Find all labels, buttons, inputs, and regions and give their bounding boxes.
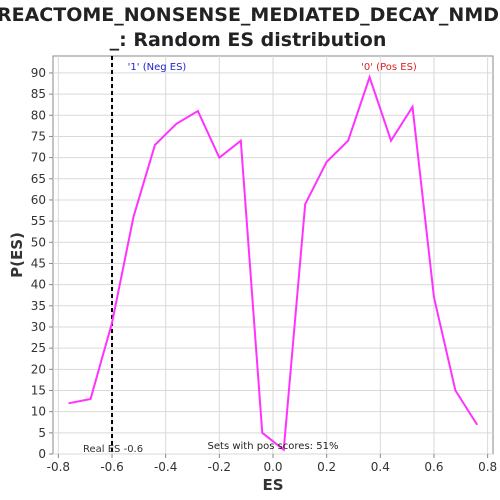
- y-tick-label: 80: [31, 108, 46, 122]
- data-point: [261, 432, 264, 434]
- neg-es-label: '1' (Neg ES): [128, 62, 187, 73]
- y-tick-label: 45: [31, 256, 46, 270]
- y-tick-label: 30: [31, 320, 46, 334]
- x-tick-label: -0.4: [154, 460, 177, 474]
- x-tick-label: 0.6: [424, 460, 443, 474]
- x-tick-label: -0.6: [100, 460, 123, 474]
- chart-title-line2: _: Random ES distribution: [110, 29, 387, 51]
- data-point: [68, 402, 70, 404]
- data-point: [240, 139, 242, 142]
- y-tick-label: 50: [31, 235, 46, 249]
- y-tick-label: 70: [31, 151, 46, 165]
- pos-es-label: '0' (Pos ES): [361, 62, 417, 73]
- data-point: [304, 203, 306, 205]
- series-points: [68, 76, 478, 451]
- data-point: [175, 122, 178, 125]
- y-tick-label: 40: [31, 278, 46, 292]
- y-tick-label: 60: [31, 193, 46, 207]
- y-tick-label: 35: [31, 299, 46, 313]
- data-point: [132, 216, 135, 218]
- y-tick-label: 15: [31, 383, 46, 397]
- y-tick-label: 55: [31, 214, 46, 228]
- y-tick-label: 90: [31, 66, 46, 80]
- y-tick-label: 10: [31, 405, 46, 419]
- y-axis-label: P(ES): [8, 232, 26, 278]
- data-point: [454, 389, 457, 392]
- data-point: [411, 106, 414, 108]
- y-tick-label: 85: [31, 87, 46, 101]
- data-point: [282, 448, 285, 451]
- x-tick-label: 0.0: [263, 460, 282, 474]
- chart-title-line1: REACTOME_NONSENSE_MEDIATED_DECAY_NMD: [0, 4, 499, 26]
- y-tick-label: 0: [38, 447, 46, 461]
- y-tick-label: 65: [31, 172, 46, 186]
- data-point: [111, 321, 113, 324]
- y-axis-ticks: 0 5 10 15 20 25 30 35 40 45 50 55 60 65 70 75 80 85 90: [31, 66, 53, 461]
- data-point: [325, 161, 328, 163]
- x-tick-label: -0.8: [47, 460, 70, 474]
- data-point: [368, 76, 371, 78]
- y-tick-label: 25: [31, 341, 46, 355]
- series-line: [68, 74, 478, 452]
- y-tick-label: 5: [38, 426, 46, 440]
- real-es-label: Real ES -0.6: [83, 444, 143, 455]
- x-axis-label: ES: [262, 476, 283, 494]
- x-tick-label: 0.8: [478, 460, 497, 474]
- data-point: [476, 423, 478, 426]
- data-point: [89, 398, 92, 400]
- y-tick-label: 75: [31, 129, 46, 143]
- y-tick-label: 20: [31, 362, 46, 376]
- x-tick-label: 0.2: [317, 460, 336, 474]
- data-point: [197, 110, 199, 112]
- data-point: [347, 139, 349, 142]
- data-point: [154, 144, 156, 146]
- x-tick-label: 0.4: [371, 460, 390, 474]
- data-point: [218, 156, 221, 159]
- data-point: [390, 139, 392, 142]
- data-point: [433, 296, 435, 299]
- footer-note: Sets with pos scores: 51%: [208, 441, 339, 452]
- x-axis-ticks: -0.8 -0.6 -0.4 -0.2 0.0 0.2 0.4 0.6 0.8: [47, 454, 497, 474]
- x-tick-label: -0.2: [208, 460, 231, 474]
